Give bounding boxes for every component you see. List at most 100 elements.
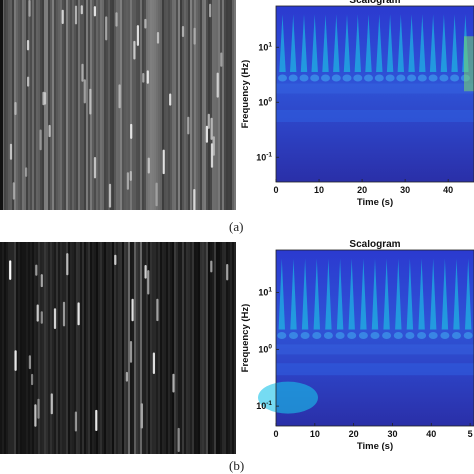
gray-column-stripe (34, 0, 36, 210)
gray-vertical-band (140, 242, 142, 454)
gray-column-stripe (52, 0, 54, 210)
gray-column-stripe (68, 0, 70, 210)
y-tick-label: 10-1 (256, 400, 272, 411)
gray-bright-streak (142, 73, 145, 83)
caption-b: (b) (229, 458, 245, 473)
gray-column-stripe (160, 0, 162, 210)
gray-bright-streak (48, 124, 51, 138)
gray-column-stripe (146, 242, 148, 454)
scalogram-burst-blob (277, 332, 287, 339)
scalogram-title: Scalogram (349, 0, 400, 6)
gray-bright-streak (108, 183, 112, 208)
gray-column-stripe (114, 0, 116, 210)
gray-column-stripe (40, 0, 42, 210)
y-axis-label: Frequency (Hz) (240, 60, 251, 129)
scalogram-burst-blob (331, 74, 341, 82)
scalogram-burst (451, 14, 458, 72)
gray-column-stripe (26, 0, 28, 210)
gray-column-stripe (142, 0, 144, 210)
scalogram-burst (430, 258, 437, 330)
gray-column-stripe (132, 0, 134, 210)
gray-column-stripe (174, 0, 176, 210)
grayscale-image-a (0, 0, 236, 210)
scalogram-burst-blob (382, 332, 392, 339)
gray-column-stripe (210, 242, 212, 454)
gray-column-stripe (30, 242, 32, 454)
gray-column-stripe (48, 242, 50, 454)
scalogram-burst (376, 14, 383, 72)
gray-column-stripe (102, 0, 104, 210)
gray-bright-streak (42, 91, 45, 106)
gray-column-stripe (50, 0, 52, 210)
scalogram-burst-blob (289, 332, 298, 339)
gray-column-stripe (182, 0, 184, 210)
gray-column-stripe (44, 0, 46, 210)
gray-bright-streak (28, 355, 31, 370)
scalogram-burst-blob (417, 74, 427, 82)
gray-column-stripe (220, 0, 222, 210)
gray-bright-streak (37, 398, 40, 419)
gray-column-stripe (20, 0, 22, 210)
scalogram-burst-blob (374, 74, 384, 82)
gray-column-stripe (230, 242, 232, 454)
gray-bright-streak (129, 341, 133, 363)
gray-bright-streak (216, 72, 219, 98)
gray-bright-streak (40, 274, 43, 288)
gray-column-stripe (206, 0, 208, 210)
gray-column-stripe (38, 242, 40, 454)
scalogram-burst-blob (364, 74, 373, 82)
gray-bright-streak (80, 5, 83, 15)
gray-column-stripe (2, 242, 4, 454)
gray-column-stripe (196, 242, 198, 454)
gray-bright-streak (34, 404, 37, 427)
gray-column-stripe (130, 0, 132, 210)
gray-column-stripe (156, 242, 158, 454)
scalogram-burst (383, 258, 390, 330)
gray-bright-streak (172, 373, 175, 393)
gray-column-stripe (230, 0, 232, 210)
gray-column-stripe (164, 242, 166, 454)
gray-column-stripe (162, 0, 164, 210)
gray-column-stripe (46, 0, 48, 210)
gray-column-stripe (106, 242, 108, 454)
gray-column-stripe (86, 242, 88, 454)
scalogram-burst (429, 14, 437, 72)
gray-bright-streak (155, 182, 158, 207)
gray-column-stripe (166, 242, 168, 454)
gray-column-stripe (228, 0, 230, 210)
scalogram-burst-blob (407, 74, 417, 82)
gray-column-stripe (22, 242, 24, 454)
gray-column-stripe (158, 0, 160, 210)
gray-column-stripe (134, 0, 136, 210)
x-tick-label: 40 (443, 185, 453, 195)
scalogram-burst-blob (450, 74, 460, 82)
gray-column-stripe (100, 242, 102, 454)
scalogram-burst (465, 258, 472, 330)
scalogram-burst-blob (393, 332, 403, 339)
gray-column-stripe (136, 242, 138, 454)
y-tick-label: 10-1 (256, 151, 272, 162)
gray-column-stripe (218, 0, 220, 210)
gray-bright-streak (118, 84, 121, 109)
gray-bright-streak (14, 350, 17, 371)
gray-column-stripe (82, 242, 84, 454)
gray-bright-streak (210, 117, 213, 140)
scalogram-burst-blob (452, 332, 461, 339)
gray-bright-streak (28, 0, 31, 17)
y-tick-label: 100 (258, 343, 272, 354)
gray-column-stripe (226, 0, 228, 210)
gray-bright-streak (205, 125, 208, 143)
scalogram-burst-blob (428, 332, 438, 339)
gray-column-stripe (214, 0, 216, 210)
gray-column-stripe (196, 0, 198, 210)
x-tick-label: 10 (310, 429, 320, 439)
gray-column-stripe (154, 242, 156, 454)
gray-bright-streak (156, 32, 160, 44)
gray-column-stripe (18, 0, 20, 210)
gray-bright-streak (27, 76, 30, 87)
gray-column-stripe (200, 242, 202, 454)
gray-column-stripe (144, 0, 146, 210)
gray-bright-streak (209, 3, 212, 18)
gray-column-stripe (52, 242, 54, 454)
gray-column-stripe (66, 0, 68, 210)
